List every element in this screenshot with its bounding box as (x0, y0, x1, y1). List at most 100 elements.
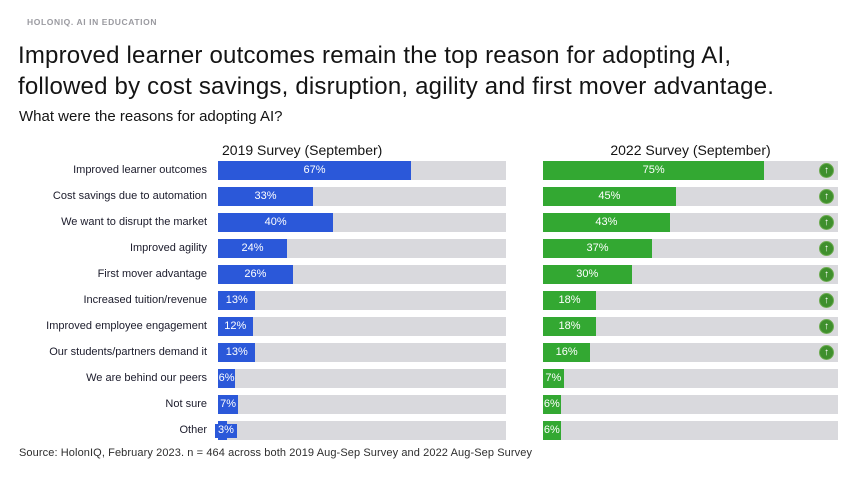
bar-value-label: 37% (586, 242, 609, 254)
bar-value-label: 6% (543, 424, 560, 436)
bar-value-label: 24% (241, 242, 264, 254)
bar-value-label: 26% (244, 268, 267, 280)
bar-track-2022: 45% ↑ (543, 187, 838, 206)
bar-track-2019: 26% (218, 265, 506, 284)
bar-track-2019: 33% (218, 187, 506, 206)
bar-track-2019: 24% (218, 239, 506, 258)
bar-value-label: 67% (303, 164, 326, 176)
increase-arrow-icon: ↑ (819, 215, 834, 230)
bar-2019: 33% (218, 187, 314, 206)
table-row: Improved learner outcomes 67% 75% ↑ (0, 161, 850, 180)
bar-value-label: 40% (264, 216, 287, 228)
bar-track-2019: 67% (218, 161, 506, 180)
comparison-bar-chart: 2019 Survey (September) 2022 Survey (Sep… (0, 138, 850, 447)
source-note: Source: HolonIQ, February 2023. n = 464 … (19, 447, 533, 459)
bar-2019: 67% (218, 161, 411, 180)
bar-track-2022: 43% ↑ (543, 213, 838, 232)
bar-value-label: 18% (558, 294, 581, 306)
bar-2022: 43% (543, 213, 670, 232)
bar-2022: 30% (543, 265, 632, 284)
bar-2022: 75% (543, 161, 765, 180)
table-row: Improved employee engagement 12% 18% ↑ (0, 317, 850, 336)
table-row: Cost savings due to automation 33% 45% ↑ (0, 187, 850, 206)
table-row: Not sure 7% 6% (0, 395, 850, 414)
category-label: We want to disrupt the market (61, 216, 207, 228)
bar-track-2019: 7% (218, 395, 506, 414)
category-label: Improved learner outcomes (73, 164, 207, 176)
bar-2022: 7% (543, 369, 564, 388)
increase-arrow-icon: ↑ (819, 189, 834, 204)
bar-track-2022: 7% (543, 369, 838, 388)
bar-value-label: 18% (558, 320, 581, 332)
series-header-2019: 2019 Survey (September) (222, 141, 383, 158)
bar-track-2022: 75% ↑ (543, 161, 838, 180)
category-label: Our students/partners demand it (49, 346, 207, 358)
bar-2022: 6% (543, 421, 561, 440)
bar-2019: 13% (218, 291, 256, 310)
bar-2019: 6% (218, 369, 236, 388)
table-row: Increased tuition/revenue 13% 18% ↑ (0, 291, 850, 310)
table-row: First mover advantage 26% 30% ↑ (0, 265, 850, 284)
table-row: We want to disrupt the market 40% 43% ↑ (0, 213, 850, 232)
category-label: Improved employee engagement (46, 320, 207, 332)
bar-value-label: 7% (545, 372, 562, 384)
bar-track-2019: 12% (218, 317, 506, 336)
bar-value-label: 3% (215, 423, 237, 438)
bar-value-label: 33% (254, 190, 277, 202)
bar-value-label: 13% (225, 294, 248, 306)
bar-track-2019: 13% (218, 291, 506, 310)
bar-value-label: 43% (595, 216, 618, 228)
category-label: Cost savings due to automation (52, 190, 207, 202)
increase-arrow-icon: ↑ (819, 345, 834, 360)
bar-track-2019: 3% (215, 421, 506, 440)
bar-value-label: 6% (218, 372, 235, 384)
increase-arrow-icon: ↑ (819, 319, 834, 334)
series-header-2022: 2022 Survey (September) (610, 141, 771, 158)
increase-arrow-icon: ↑ (819, 163, 834, 178)
table-row: Improved agility 24% 37% ↑ (0, 239, 850, 258)
bar-track-2022: 18% ↑ (543, 291, 838, 310)
chart-question: What were the reasons for adopting AI? (19, 108, 283, 125)
category-label: Not sure (165, 398, 207, 410)
bar-2022: 6% (543, 395, 561, 414)
bar-2019: 26% (218, 265, 293, 284)
bar-value-label: 6% (543, 398, 560, 410)
category-label: First mover advantage (97, 268, 207, 280)
bar-value-label: 16% (555, 346, 578, 358)
bar-2022: 16% (543, 343, 591, 362)
bar-track-2022: 30% ↑ (543, 265, 838, 284)
increase-arrow-icon: ↑ (819, 293, 834, 308)
bar-value-label: 30% (576, 268, 599, 280)
bar-track-2022: 6% (543, 395, 838, 414)
brand-label: HOLONIQ. AI IN EDUCATION (27, 17, 158, 27)
bar-2019: 40% (218, 213, 334, 232)
bar-2022: 18% (543, 291, 597, 310)
bar-track-2019: 13% (218, 343, 506, 362)
table-row: Other 3% 6% (0, 421, 850, 440)
chart-headers: 2019 Survey (September) 2022 Survey (Sep… (0, 138, 850, 161)
bar-value-label: 75% (642, 164, 665, 176)
category-label: We are behind our peers (86, 372, 207, 384)
bar-2019: 13% (218, 343, 256, 362)
bar-track-2022: 6% (543, 421, 838, 440)
increase-arrow-icon: ↑ (819, 241, 834, 256)
bar-track-2019: 40% (218, 213, 506, 232)
bar-track-2022: 18% ↑ (543, 317, 838, 336)
bar-value-label: 12% (224, 320, 247, 332)
category-label: Improved agility (129, 242, 207, 254)
page-title: Improved learner outcomes remain the top… (18, 42, 775, 100)
bar-2019: 12% (218, 317, 253, 336)
bar-value-label: 45% (598, 190, 621, 202)
bar-track-2022: 16% ↑ (543, 343, 838, 362)
table-row: We are behind our peers 6% 7% (0, 369, 850, 388)
bar-track-2019: 6% (218, 369, 506, 388)
bar-value-label: 13% (225, 346, 248, 358)
bar-value-label: 7% (220, 398, 237, 410)
category-label: Increased tuition/revenue (83, 294, 207, 306)
increase-arrow-icon: ↑ (819, 267, 834, 282)
bar-2022: 18% (543, 317, 597, 336)
bar-track-2022: 37% ↑ (543, 239, 838, 258)
category-label: Other (179, 424, 207, 436)
chart-rows: Improved learner outcomes 67% 75% ↑ Cost sav… (0, 161, 850, 440)
